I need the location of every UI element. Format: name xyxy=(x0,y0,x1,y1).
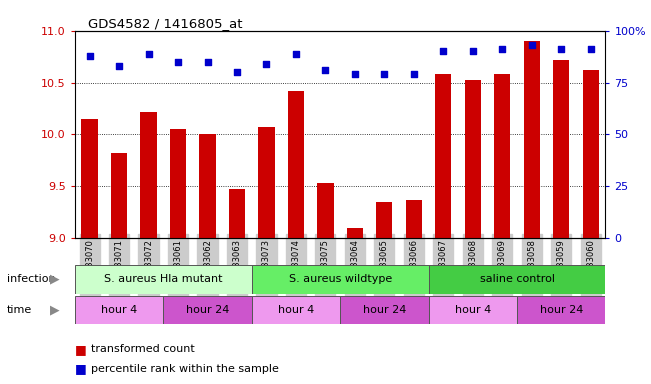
Text: ▶: ▶ xyxy=(50,273,60,286)
Point xyxy=(527,42,537,48)
Text: hour 24: hour 24 xyxy=(186,305,229,315)
Text: hour 4: hour 4 xyxy=(278,305,314,315)
Text: S. aureus Hla mutant: S. aureus Hla mutant xyxy=(104,274,223,285)
Point xyxy=(467,48,478,55)
Text: transformed count: transformed count xyxy=(91,344,195,354)
Bar xyxy=(406,200,422,238)
Bar xyxy=(75,265,252,294)
Bar xyxy=(553,60,570,238)
Bar xyxy=(340,296,428,324)
Bar xyxy=(81,119,98,238)
Bar xyxy=(170,129,186,238)
Bar xyxy=(376,202,393,238)
Text: hour 4: hour 4 xyxy=(101,305,137,315)
Point xyxy=(261,61,271,67)
Bar xyxy=(465,81,481,238)
Bar xyxy=(288,91,304,238)
Point xyxy=(497,46,508,53)
Bar xyxy=(199,134,215,238)
Point xyxy=(585,46,596,53)
Bar xyxy=(163,296,252,324)
Bar xyxy=(517,296,605,324)
Bar xyxy=(317,183,333,238)
Text: hour 24: hour 24 xyxy=(540,305,583,315)
Text: hour 24: hour 24 xyxy=(363,305,406,315)
Bar xyxy=(494,74,510,238)
Point xyxy=(202,59,213,65)
Point xyxy=(409,71,419,77)
Bar xyxy=(428,296,517,324)
Text: infection: infection xyxy=(7,274,55,285)
Bar xyxy=(258,127,275,238)
Point xyxy=(143,50,154,56)
Text: saline control: saline control xyxy=(480,274,555,285)
Bar xyxy=(111,153,127,238)
Bar xyxy=(347,228,363,238)
Point xyxy=(85,53,95,59)
Bar xyxy=(229,189,245,238)
Point xyxy=(291,50,301,56)
Bar xyxy=(75,296,163,324)
Point xyxy=(114,63,124,69)
Text: time: time xyxy=(7,305,32,315)
Text: percentile rank within the sample: percentile rank within the sample xyxy=(91,364,279,374)
Point xyxy=(232,69,242,75)
Text: hour 4: hour 4 xyxy=(454,305,491,315)
Bar xyxy=(436,74,451,238)
Bar xyxy=(141,112,157,238)
Text: ▶: ▶ xyxy=(50,304,60,316)
Bar xyxy=(252,296,340,324)
Point xyxy=(438,48,449,55)
Bar xyxy=(523,41,540,238)
Bar xyxy=(583,70,599,238)
Point xyxy=(350,71,360,77)
Point xyxy=(173,59,183,65)
Text: S. aureus wildtype: S. aureus wildtype xyxy=(288,274,392,285)
Bar xyxy=(428,265,605,294)
Text: GDS4582 / 1416805_at: GDS4582 / 1416805_at xyxy=(88,17,242,30)
Text: ■: ■ xyxy=(75,343,87,356)
Point xyxy=(379,71,389,77)
Text: ■: ■ xyxy=(75,362,87,375)
Bar xyxy=(252,265,428,294)
Point xyxy=(556,46,566,53)
Point xyxy=(320,67,331,73)
